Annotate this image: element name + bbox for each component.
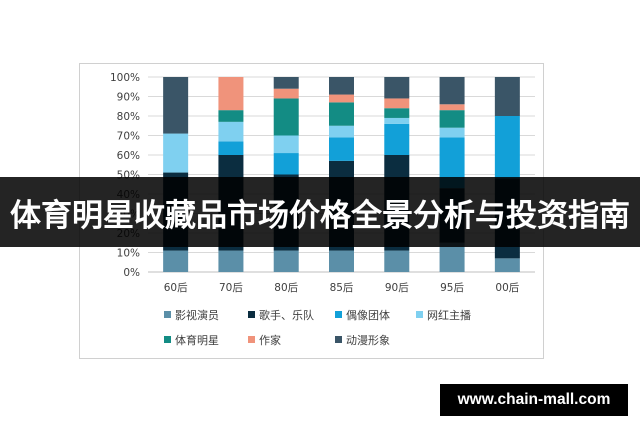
bar-segment-4 (384, 117, 410, 124)
x-tick-label: 70后 (219, 282, 243, 294)
x-tick-label: 95后 (440, 282, 464, 294)
bar-segment-3 (273, 153, 299, 175)
bar-segment-5 (329, 102, 354, 126)
y-tick-label: 100% (110, 72, 140, 84)
bar-segment-4 (163, 133, 189, 173)
bar-segment-5 (439, 110, 465, 128)
title-banner: 体育明星收藏品市场价格全景分析与投资指南 (0, 177, 640, 247)
x-tick-label: 85后 (330, 282, 354, 294)
legend-swatch (248, 336, 255, 343)
bar-segment-6 (439, 104, 465, 111)
y-tick-label: 60% (117, 150, 140, 162)
bar-segment-7 (273, 77, 299, 89)
bar-segment-1 (494, 258, 520, 272)
bar-segment-4 (329, 125, 354, 138)
y-tick-label: 80% (117, 111, 140, 123)
y-tick-label: 70% (117, 131, 140, 143)
legend-swatch (335, 311, 342, 318)
legend-label: 影视演员 (175, 308, 219, 322)
legend-swatch (164, 336, 171, 343)
legend-swatch (164, 311, 171, 318)
legend-label: 网红主播 (427, 308, 471, 322)
bar-segment-1 (273, 250, 299, 272)
legend-label: 歌手、乐队 (259, 308, 314, 322)
y-tick-label: 90% (117, 92, 140, 104)
bar-segment-7 (384, 77, 410, 99)
legend-swatch (416, 311, 423, 318)
bar-segment-5 (218, 110, 244, 122)
bar-segment-3 (384, 123, 410, 155)
bar-segment-7 (439, 77, 465, 105)
bar-segment-7 (163, 77, 189, 134)
bar-segment-3 (329, 137, 354, 161)
legend-label: 体育明星 (175, 333, 219, 347)
watermark-text: www.chain-mall.com (457, 391, 611, 408)
bar-segment-1 (329, 250, 354, 272)
legend-label: 作家 (259, 333, 281, 347)
legend-label: 偶像团体 (346, 308, 390, 322)
bar-segment-4 (273, 135, 299, 154)
bar-segment-6 (384, 98, 410, 109)
bar-segment-5 (384, 108, 410, 118)
banner-title: 体育明星收藏品市场价格全景分析与投资指南 (10, 197, 630, 234)
bar-segment-1 (163, 250, 189, 272)
bar-segment-4 (218, 121, 244, 142)
x-tick-label: 60后 (164, 282, 188, 294)
bar-segment-1 (384, 250, 410, 272)
bar-segment-7 (329, 77, 354, 95)
bar-segment-6 (218, 77, 244, 111)
bar-segment-6 (329, 94, 354, 103)
y-tick-label: 0% (123, 267, 140, 279)
bar-segment-1 (218, 250, 244, 272)
bar-segment-5 (273, 98, 299, 136)
watermark-badge: www.chain-mall.com (440, 384, 628, 416)
y-tick-label: 10% (117, 248, 140, 260)
bar-segment-3 (218, 141, 244, 155)
legend-swatch (335, 336, 342, 343)
bar-segment-7 (494, 77, 520, 116)
x-tick-label: 00后 (495, 282, 519, 294)
x-tick-label: 80后 (274, 282, 298, 294)
bar-segment-4 (439, 127, 465, 138)
bar-segment-1 (439, 242, 465, 272)
bar-segment-3 (494, 116, 520, 179)
legend-label: 动漫形象 (346, 333, 390, 347)
bar-segment-6 (273, 88, 299, 99)
x-tick-label: 90后 (385, 282, 409, 294)
legend-swatch (248, 311, 255, 318)
